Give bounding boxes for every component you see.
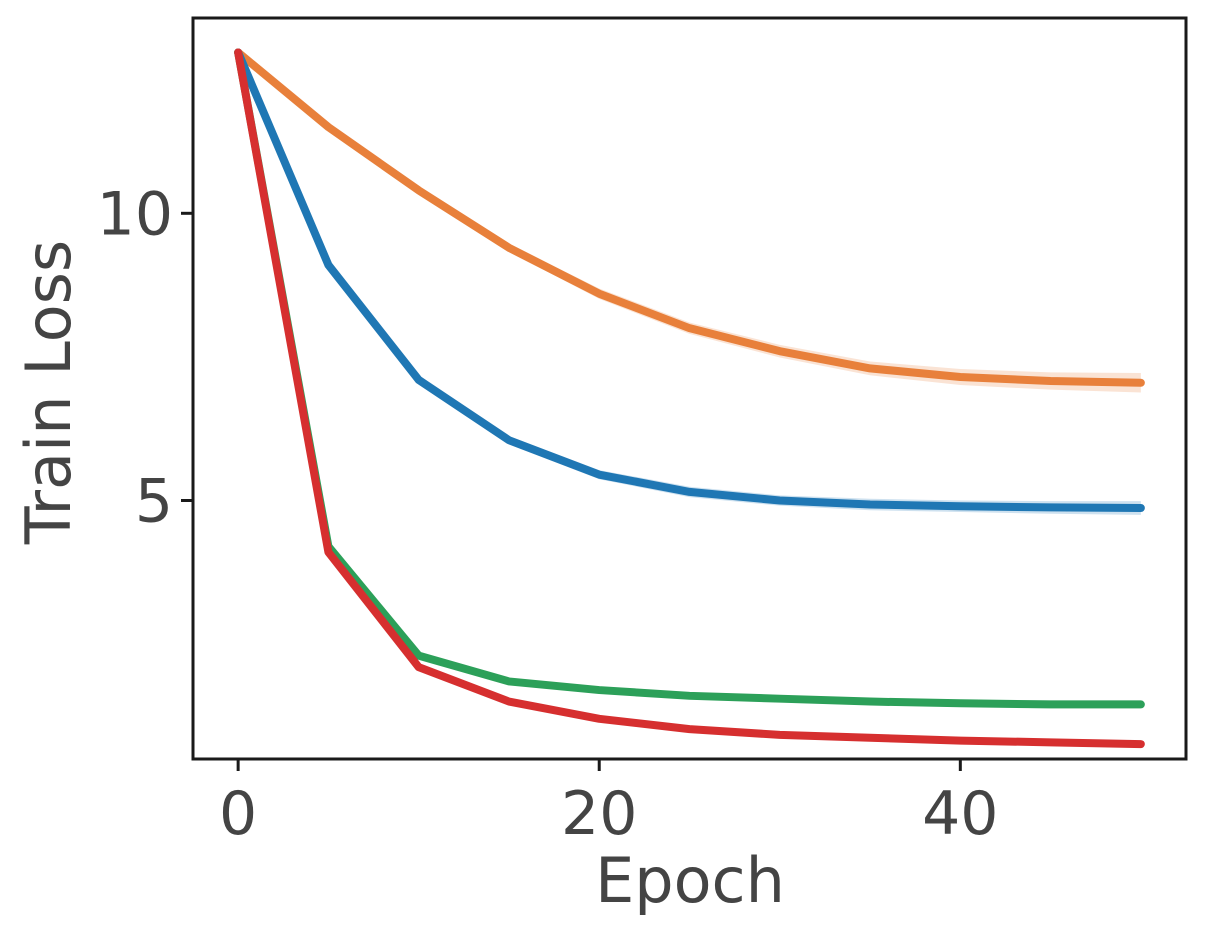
y-tick-label: 10 bbox=[97, 179, 173, 249]
y-axis-label: Train Loss bbox=[12, 240, 85, 545]
x-axis-label: Epoch bbox=[595, 844, 785, 917]
series-1-band bbox=[238, 52, 1141, 393]
plot-frame bbox=[191, 16, 1188, 761]
series-lines bbox=[234, 48, 1145, 749]
x-axis-ticks: 0 20 40 bbox=[219, 759, 998, 849]
series-2-band bbox=[238, 52, 1141, 515]
series-3-line bbox=[234, 48, 1145, 709]
x-tick-label: 0 bbox=[219, 779, 257, 849]
y-axis-ticks: 5 10 bbox=[97, 179, 193, 537]
series-4-line bbox=[234, 48, 1145, 749]
x-tick-label: 20 bbox=[561, 779, 637, 849]
series-1-line bbox=[234, 48, 1145, 387]
x-tick-label: 40 bbox=[922, 779, 998, 849]
series-2-line bbox=[234, 48, 1145, 512]
y-tick-label: 5 bbox=[135, 467, 173, 537]
